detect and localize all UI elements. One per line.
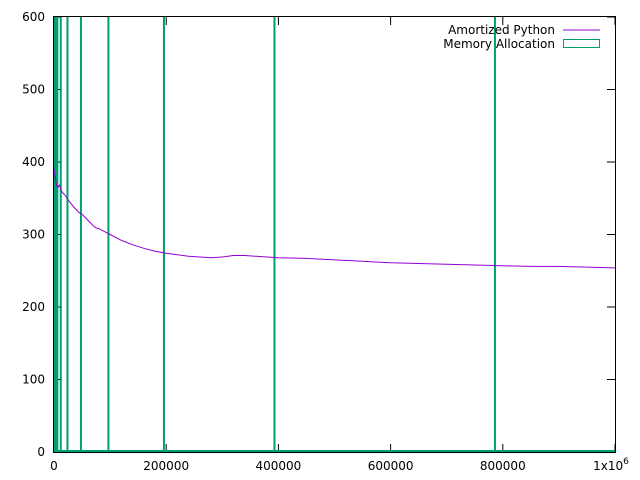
y-tick-label: 0 (37, 445, 45, 459)
y-axis: 0 100 200 300 400 500 600 (22, 10, 615, 459)
memory-allocation-series (53, 17, 615, 452)
y-tick-label: 300 (22, 228, 45, 242)
y-tick-label: 600 (22, 10, 45, 24)
legend-label-memory-allocation: Memory Allocation (443, 37, 555, 51)
x-tick-label: 400000 (255, 459, 301, 473)
y-tick-label: 100 (22, 373, 45, 387)
x-tick-label: 600000 (368, 459, 414, 473)
x-axis: 0 200000 400000 600000 800000 1x106 (50, 17, 629, 473)
x-tick-label: 200000 (143, 459, 189, 473)
x-tick-label: 800000 (480, 459, 526, 473)
amortized-python-series-line (53, 169, 616, 269)
y-tick-label: 200 (22, 300, 45, 314)
x-tick-label: 0 (50, 459, 58, 473)
legend-key-memory-allocation (563, 39, 600, 48)
x-tick-exponent: 6 (623, 457, 629, 467)
legend: Amortized Python Memory Allocation (443, 23, 600, 51)
x-tick-label: 1x106 (593, 457, 629, 473)
legend-label-amortized-python: Amortized Python (448, 23, 555, 37)
plot-frame (53, 16, 616, 453)
y-tick-label: 400 (22, 155, 45, 169)
y-tick-label: 500 (22, 83, 45, 97)
